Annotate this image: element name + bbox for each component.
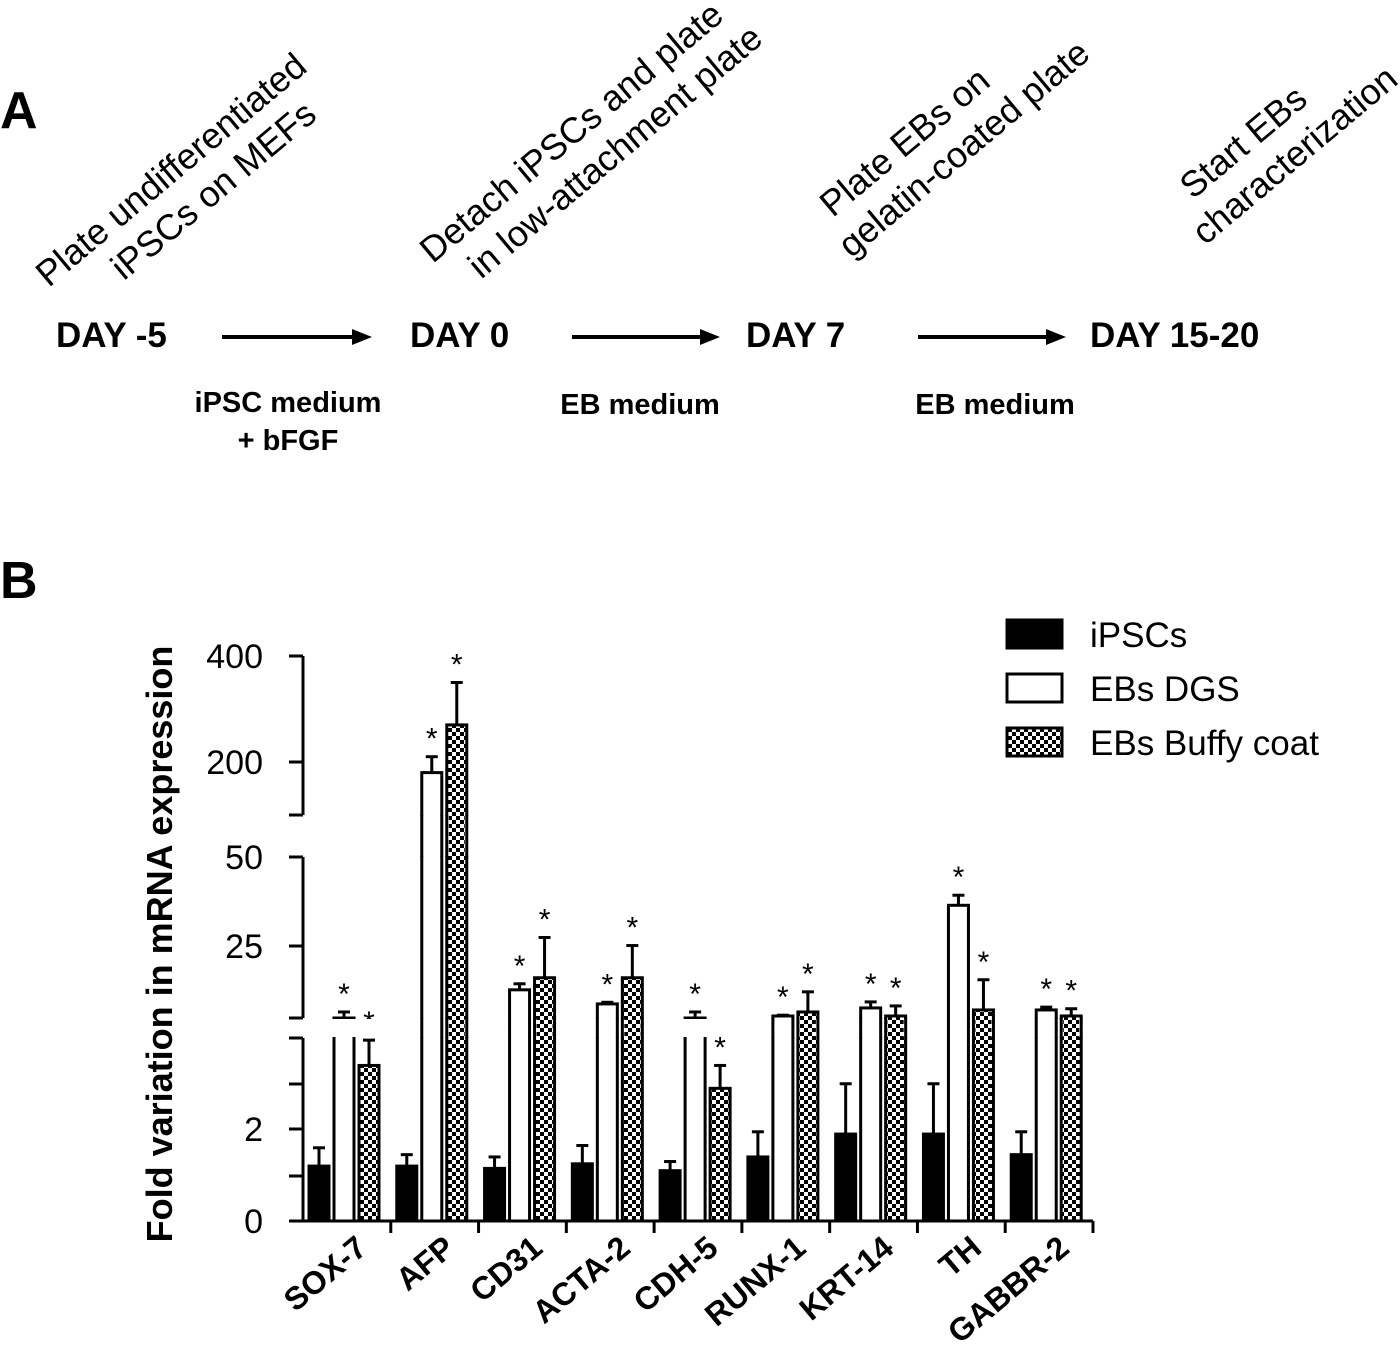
bar-cdh-5-2 bbox=[683, 1016, 707, 1223]
bar-runx-1-2 bbox=[771, 1014, 795, 1223]
bar-sox-7-2 bbox=[332, 1016, 356, 1223]
bar-cdh-5-1 bbox=[658, 1169, 682, 1223]
category-label-acta-2: ACTA-2 bbox=[526, 1229, 637, 1330]
step-1-desc-line-1: Plate undifferentiated bbox=[28, 45, 314, 295]
significance-marker: * bbox=[1040, 973, 1052, 1006]
bar-runx-1-3 bbox=[796, 1010, 820, 1223]
significance-marker: * bbox=[890, 972, 902, 1005]
bar-sox-7-1 bbox=[307, 1164, 331, 1223]
significance-marker: * bbox=[601, 968, 613, 1001]
significance-marker: * bbox=[426, 723, 438, 756]
significance-marker: * bbox=[626, 912, 638, 945]
bar-cdh-5-3 bbox=[708, 1086, 732, 1223]
bar-th-2 bbox=[946, 903, 970, 1223]
category-label-afp: AFP bbox=[389, 1229, 461, 1298]
step-2-desc-line-1: Detach iPSCs and plate bbox=[412, 0, 731, 270]
timeline: DAY -5 DAY 0 DAY 7 DAY 15-20 iPSC medium… bbox=[28, 0, 1400, 457]
arrow-2 bbox=[572, 329, 720, 345]
category-label-sox-7: SOX-7 bbox=[277, 1229, 374, 1318]
bar-acta-2-3 bbox=[620, 976, 644, 1223]
significance-marker: * bbox=[338, 978, 350, 1011]
bar-break-fill bbox=[975, 1018, 992, 1038]
bar-break-fill bbox=[448, 815, 465, 857]
medium-2: EB medium bbox=[560, 389, 720, 421]
bar-runx-1-1 bbox=[746, 1155, 770, 1223]
timeline-day-1: DAY -5 bbox=[56, 316, 167, 355]
significance-marker: * bbox=[451, 649, 463, 682]
y-tick-label: 50 bbox=[225, 839, 263, 877]
step-4-description: Start EBs characterization bbox=[1172, 57, 1400, 252]
significance-marker: * bbox=[802, 958, 814, 991]
significance-marker: * bbox=[514, 950, 526, 983]
step-3-description: Plate EBs on gelatin-coated plate bbox=[812, 32, 1098, 265]
bar-gabbr-2-3 bbox=[1059, 1014, 1083, 1223]
category-label-runx-1: RUNX-1 bbox=[698, 1229, 812, 1333]
timeline-day-2: DAY 0 bbox=[410, 316, 509, 355]
bar-break-fill bbox=[448, 1018, 465, 1038]
axis-break-gap bbox=[305, 816, 1095, 856]
bar-th-1 bbox=[921, 1132, 945, 1223]
bar-break-fill bbox=[1063, 1018, 1080, 1038]
panel-b-label: B bbox=[0, 552, 38, 610]
panel-a-label: A bbox=[0, 82, 38, 140]
category-label-th: TH bbox=[932, 1229, 988, 1284]
y-tick-label: 25 bbox=[225, 928, 263, 966]
significance-marker: * bbox=[865, 968, 877, 1001]
y-tick-label: 2 bbox=[244, 1111, 263, 1149]
step-2-description: Detach iPSCs and plate in low-attachment… bbox=[412, 0, 770, 286]
y-tick-label: 400 bbox=[206, 638, 263, 676]
legend-label-1: iPSCs bbox=[1090, 616, 1187, 655]
significance-marker: * bbox=[953, 861, 965, 894]
significance-marker: * bbox=[714, 1031, 726, 1064]
bar-break-fill bbox=[536, 1018, 553, 1038]
arrow-3 bbox=[918, 329, 1066, 345]
bar-gabbr-2-1 bbox=[1009, 1153, 1033, 1223]
significance-marker: * bbox=[777, 981, 789, 1014]
chart-legend: iPSCs EBs DGS EBs Buffy coat bbox=[1005, 616, 1319, 763]
bar-cd31-1 bbox=[483, 1166, 507, 1223]
significance-marker: * bbox=[539, 904, 551, 937]
arrow-1 bbox=[222, 329, 372, 345]
bar-acta-2-1 bbox=[570, 1162, 594, 1223]
bar-th-3 bbox=[971, 1008, 995, 1223]
significance-marker: * bbox=[978, 946, 990, 979]
legend-label-2: EBs DGS bbox=[1090, 670, 1240, 709]
bar-krt-14-3 bbox=[884, 1014, 908, 1223]
bar-break-fill bbox=[799, 1018, 816, 1038]
timeline-day-4: DAY 15-20 bbox=[1090, 316, 1259, 355]
bar-cd31-3 bbox=[533, 976, 557, 1223]
medium-1-line-1: iPSC medium bbox=[195, 387, 382, 419]
timeline-day-3: DAY 7 bbox=[746, 316, 845, 355]
y-tick-label: 200 bbox=[206, 744, 263, 782]
bar-sox-7-3 bbox=[357, 1063, 381, 1223]
bar-afp-3 bbox=[445, 723, 469, 1223]
bar-krt-14-2 bbox=[859, 1006, 883, 1223]
step-2-desc-line-2: in low-attachment plate bbox=[460, 17, 770, 286]
bar-krt-14-1 bbox=[834, 1132, 858, 1223]
legend-swatch-2 bbox=[1005, 672, 1064, 704]
medium-3: EB medium bbox=[915, 389, 1075, 421]
y-axis-label: Fold variation in mRNA expression bbox=[139, 646, 180, 1243]
chart-bars: ****************** bbox=[305, 649, 1095, 1223]
category-label-krt-14: KRT-14 bbox=[792, 1229, 900, 1328]
significance-marker: * bbox=[689, 978, 701, 1011]
significance-marker: * bbox=[1065, 975, 1077, 1008]
legend-swatch-1 bbox=[1005, 618, 1064, 650]
y-tick-label: 0 bbox=[244, 1203, 263, 1241]
step-1-description: Plate undifferentiated iPSCs on MEFs bbox=[28, 45, 324, 295]
bar-break-fill bbox=[624, 1018, 641, 1038]
legend-label-3: EBs Buffy coat bbox=[1090, 724, 1319, 763]
bar-afp-1 bbox=[395, 1164, 419, 1223]
bar-break-fill bbox=[887, 1018, 904, 1038]
bar-gabbr-2-2 bbox=[1034, 1008, 1058, 1223]
medium-1-line-2: + bFGF bbox=[238, 425, 339, 457]
legend-swatch-3 bbox=[1005, 726, 1064, 758]
